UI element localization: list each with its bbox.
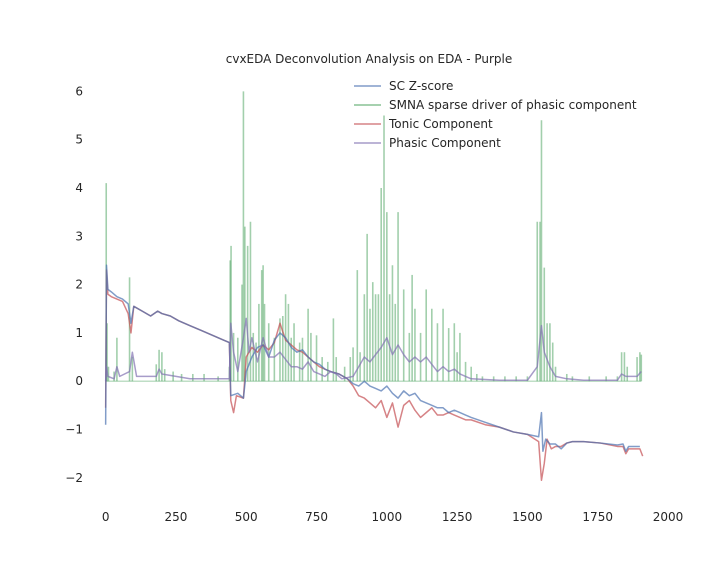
y-tick-label: 6	[75, 84, 83, 98]
legend: SC Z-score SMNA sparse driver of phasic c…	[354, 79, 637, 150]
x-tick-label: 1000	[372, 510, 403, 524]
chart-title: cvxEDA Deconvolution Analysis on EDA - P…	[226, 52, 512, 66]
y-tick-label: 0	[75, 374, 83, 388]
x-tick-label: 250	[164, 510, 187, 524]
y-tick-label: 1	[75, 326, 83, 340]
x-tick-label: 500	[235, 510, 258, 524]
legend-item: SC Z-score	[354, 79, 453, 93]
series-line-1	[104, 264, 640, 453]
x-tick-label: 2000	[653, 510, 684, 524]
legend-label: Tonic Component	[388, 117, 493, 131]
x-tick-label: 1750	[582, 510, 613, 524]
series-layer	[104, 91, 644, 482]
y-tick-label: 3	[75, 229, 83, 243]
x-tick-label: 0	[102, 510, 110, 524]
y-tick-label: 5	[75, 133, 83, 147]
y-tick-label: 2	[75, 278, 83, 292]
legend-label: SMNA sparse driver of phasic component	[389, 98, 637, 112]
y-tick-label: −2	[65, 471, 83, 485]
x-axis-ticks: 0 250 500 750 1000 1250 1500 1750 2000	[102, 510, 683, 524]
x-tick-label: 1500	[512, 510, 543, 524]
series-1	[104, 264, 640, 453]
legend-item: Tonic Component	[354, 117, 493, 131]
legend-label: Phasic Component	[389, 136, 501, 150]
series-2	[105, 91, 643, 382]
y-axis-ticks: −2 −1 0 1 2 3 4 5 6	[65, 84, 83, 485]
y-tick-label: −1	[65, 423, 83, 437]
x-tick-label: 1250	[442, 510, 473, 524]
x-tick-label: 750	[305, 510, 328, 524]
series-line-4	[104, 317, 642, 382]
series-4	[104, 317, 642, 382]
y-tick-label: 4	[75, 181, 83, 195]
legend-label: SC Z-score	[389, 79, 453, 93]
legend-item: Phasic Component	[354, 136, 501, 150]
legend-item: SMNA sparse driver of phasic component	[354, 98, 637, 112]
